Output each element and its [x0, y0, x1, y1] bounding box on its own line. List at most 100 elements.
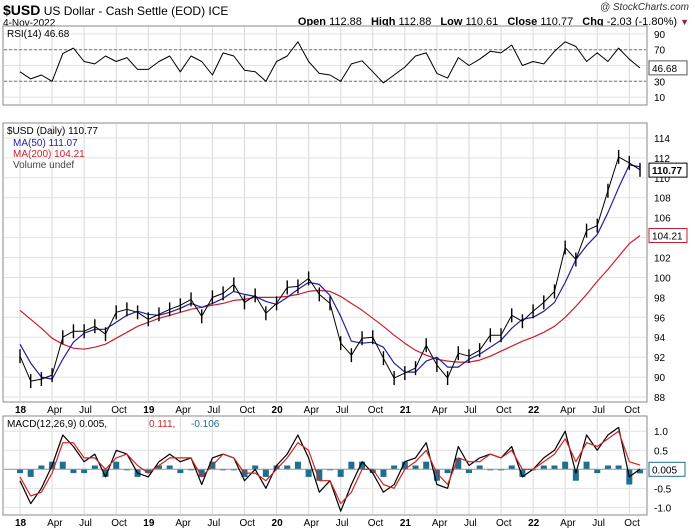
price-y-tick-label: 90: [654, 373, 666, 384]
price-y-tick-label: 114: [654, 134, 670, 145]
macd-histogram-bar: [572, 469, 579, 481]
chg-value: -2.03 (-1.80%): [606, 16, 678, 28]
price-x-tick-label: Apr: [560, 405, 576, 416]
price-x-tick-label: Oct: [239, 405, 255, 416]
macd-histogram-bar: [359, 461, 366, 470]
macd-histogram-bar: [284, 465, 291, 470]
price-x-tick-label: Oct: [624, 405, 640, 416]
macd-histogram-bar: [476, 465, 483, 470]
rsi-series-line: [19, 41, 641, 84]
copyright: @ StockCharts.com: [599, 2, 689, 13]
chart-title: $USD US Dollar - Cash Settle (EOD) ICE: [3, 2, 228, 18]
ma200-legend: MA(200) 104.21: [13, 149, 85, 160]
volume-legend: Volume undef: [13, 160, 74, 171]
macd-y-tick-label: -1.0: [654, 503, 672, 514]
macd-histogram-bar: [166, 465, 173, 470]
macd-histogram-bar: [177, 469, 184, 474]
macd-y-tick-label: 1.0: [654, 427, 668, 438]
macd-x-tick-label: 22: [528, 518, 540, 529]
price-x-tick-label: 20: [272, 405, 284, 416]
rsi-y-tick-label: 10: [654, 93, 666, 104]
close-value: 110.77: [540, 16, 574, 28]
rsi-current-label: 46.68: [652, 64, 677, 75]
exchange: ICE: [208, 4, 229, 18]
macd-x-tick-label: Oct: [624, 518, 640, 529]
macd-x-tick-label: Oct: [239, 518, 255, 529]
macd-x-tick-label: 21: [400, 518, 412, 529]
macd-histogram-bar: [594, 469, 601, 474]
macd-histogram-bar: [155, 465, 162, 470]
macd-x-tick-label: Jul: [464, 518, 477, 529]
high-value: 112.88: [398, 16, 432, 28]
macd-x-tick-label: Jul: [207, 518, 220, 529]
macd-histogram-bar: [294, 461, 301, 470]
macd-histogram-bar: [604, 465, 611, 470]
price-x-tick-label: Oct: [496, 405, 512, 416]
rsi-legend: RSI(14) 46.68: [7, 29, 70, 40]
ma200-current-label-box: [648, 227, 688, 243]
macd-y-tick-label: 0.5: [654, 446, 668, 457]
macd-histogram-bar: [262, 469, 269, 477]
macd-histogram-bar: [519, 469, 526, 477]
close-label: Close: [507, 16, 538, 28]
macd-histogram-bar: [113, 461, 120, 470]
price-y-tick-label: 98: [654, 293, 666, 304]
macd-histogram-bar: [455, 457, 462, 470]
macd-x-tick-label: 18: [15, 518, 27, 529]
macd-histogram-bar: [198, 469, 205, 477]
macd-histogram-bar: [17, 469, 23, 474]
macd-x-tick-label: Apr: [432, 518, 448, 529]
macd-histogram-bar: [81, 469, 88, 474]
price-x-tick-label: Apr: [47, 405, 63, 416]
macd-histogram-bar: [540, 465, 547, 470]
price-legend-main: $USD (Daily) 110.77: [7, 126, 98, 137]
price-y-tick-label: 96: [654, 313, 666, 324]
macd-legend-hist: -0.106: [191, 419, 220, 430]
price-x-tick-label: Jul: [464, 405, 477, 416]
macd-x-tick-label: Apr: [47, 518, 63, 529]
price-x-tick-label: Oct: [111, 405, 127, 416]
macd-histogram-bar: [412, 465, 419, 470]
macd-histogram-bar: [348, 461, 355, 470]
macd-x-tick-label: Apr: [175, 518, 191, 529]
price-x-tick-label: 19: [143, 405, 155, 416]
price-y-tick-label: 108: [654, 194, 671, 205]
macd-histogram-bar: [583, 461, 590, 470]
macd-histogram-bar: [508, 465, 515, 470]
macd-histogram-bar: [27, 469, 34, 477]
price-line: [19, 156, 641, 382]
price-x-tick-label: 22: [528, 405, 540, 416]
macd-histogram-bar: [316, 469, 323, 481]
ohlc-readout: Open 112.88 High 112.88 Low 110.61 Close…: [292, 16, 689, 28]
macd-histogram-bar: [337, 469, 344, 477]
chart-date: 4-Nov-2022: [3, 18, 56, 29]
price-y-tick-label: 88: [654, 393, 666, 404]
macd-histogram-bar: [562, 461, 569, 470]
macd-x-tick-label: Jul: [79, 518, 92, 529]
rsi-y-tick-label: 30: [654, 77, 666, 88]
macd-histogram-bar: [145, 469, 152, 474]
price-y-tick-label: 100: [654, 273, 671, 284]
macd-histogram-bar: [369, 469, 376, 474]
macd-histogram-bar: [252, 465, 259, 470]
macd-y-tick-label: -0.5: [654, 484, 672, 495]
macd-histogram-bar: [391, 465, 398, 470]
macd-x-tick-label: Oct: [496, 518, 512, 529]
price-y-tick-label: 102: [654, 254, 671, 265]
open-label: Open: [297, 16, 327, 28]
macd-x-tick-label: Apr: [560, 518, 576, 529]
price-y-tick-label: 106: [654, 214, 671, 225]
macd-histogram-bar: [380, 469, 387, 477]
macd-current-label: 0.005: [652, 465, 677, 476]
ma200-current-label: 104.21: [652, 231, 683, 242]
instrument-name: US Dollar - Cash Settle (EOD): [43, 4, 206, 18]
macd-histogram-bar: [38, 465, 45, 470]
symbol: $USD: [3, 2, 41, 18]
macd-histogram-bar: [91, 465, 98, 470]
price-x-tick-label: Jul: [79, 405, 92, 416]
price-y-tick-label: 112: [654, 154, 670, 165]
macd-x-tick-label: Apr: [304, 518, 320, 529]
macd-x-tick-label: Oct: [111, 518, 127, 529]
macd-histogram-bar: [551, 465, 558, 470]
